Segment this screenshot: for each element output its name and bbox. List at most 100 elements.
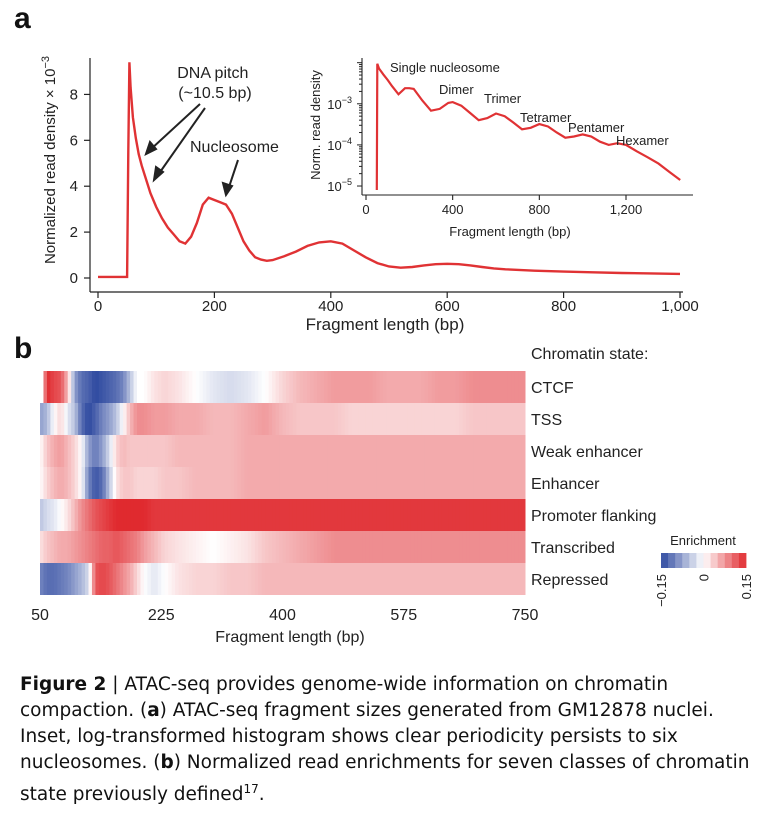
heatmap-cell [251, 531, 256, 563]
heatmap-cell [414, 499, 419, 531]
heatmap-cell [88, 467, 93, 499]
heatmap-cell [150, 435, 155, 467]
heatmap-cell [414, 563, 419, 595]
heatmap-cell [479, 403, 484, 435]
heatmap-cell [53, 435, 58, 467]
heatmap-cell [95, 531, 100, 563]
heatmap-cell [230, 435, 235, 467]
heatmap-cell [247, 371, 252, 403]
heatmap-cell [50, 467, 55, 499]
heatmap-cell [424, 435, 429, 467]
heatmap-cell [57, 531, 62, 563]
heatmap-cell [511, 371, 516, 403]
heatmap-cell [313, 499, 318, 531]
heatmap-cell [362, 499, 367, 531]
heatmap-cell [372, 371, 377, 403]
heatmap-cell [85, 499, 89, 531]
heatmap-cell [473, 499, 477, 531]
heatmap-cell [351, 499, 356, 531]
heatmap-cell [216, 499, 221, 531]
heatmap-cell [272, 467, 277, 499]
heatmap-cell [78, 563, 83, 595]
heatmap-cell [469, 371, 474, 403]
heatmap-cell [327, 531, 332, 563]
heatmap-cell [261, 467, 266, 499]
heatmap-cell [410, 499, 415, 531]
heatmap-cell [220, 499, 225, 531]
heatmap-cell [296, 531, 301, 563]
heatmap-cell [157, 403, 162, 435]
heatmap-cell [504, 499, 509, 531]
heatmap-cell [182, 403, 186, 435]
heatmap-cell [407, 435, 412, 467]
heatmap-cell [407, 531, 412, 563]
heatmap-cell [251, 563, 256, 595]
heatmap-cell [161, 371, 166, 403]
inset-x-tick-label: 1,200 [610, 202, 643, 217]
heatmap-cell [150, 467, 155, 499]
heatmap-cell [476, 403, 481, 435]
heatmap-cell [268, 563, 273, 595]
heatmap-cell [462, 371, 467, 403]
heatmap-cell [126, 499, 131, 531]
heatmap-cell [188, 403, 193, 435]
heatmap-cell [50, 499, 55, 531]
heatmap-x-axis-label: Fragment length (bp) [215, 629, 364, 646]
inset-y-tick-label: 10−4 [327, 136, 352, 153]
heatmap-cell [60, 467, 65, 499]
heatmap-cell [46, 403, 51, 435]
heatmap-row-label: TSS [531, 412, 562, 429]
heatmap-cell [331, 531, 335, 563]
heatmap-cell [459, 531, 464, 563]
heatmap-x-tick-label: 750 [512, 607, 539, 624]
heatmap-cell [448, 467, 453, 499]
heatmap-cell [202, 435, 207, 467]
heatmap-cell [182, 371, 186, 403]
heatmap-cell [372, 435, 377, 467]
heatmap-cell [78, 435, 83, 467]
heatmap-cell [237, 467, 242, 499]
heatmap-cell [213, 563, 218, 595]
heatmap-cell [331, 499, 335, 531]
heatmap-cell [306, 563, 311, 595]
heatmap-cell [310, 371, 315, 403]
heatmap-cell [126, 435, 131, 467]
heatmap-cell [396, 403, 401, 435]
heatmap-cell [518, 563, 523, 595]
heatmap-cell [209, 563, 214, 595]
heatmap-cell [206, 563, 211, 595]
heatmap-cell [466, 435, 471, 467]
heatmap-cell [216, 531, 221, 563]
heatmap-cell [126, 563, 131, 595]
heatmap-cell [400, 371, 405, 403]
heatmap-cell [292, 435, 297, 467]
heatmap-cell [175, 499, 180, 531]
heatmap-cell [50, 531, 55, 563]
heatmap-cell [434, 499, 439, 531]
heatmap-cell [334, 531, 339, 563]
heatmap-cell [67, 435, 72, 467]
heatmap-cell [448, 371, 453, 403]
heatmap-cell [355, 371, 360, 403]
heatmap-cell [188, 435, 193, 467]
heatmap-cell [119, 531, 124, 563]
heatmap-cell [306, 371, 311, 403]
heatmap-cell [182, 467, 186, 499]
heatmap-cell [285, 499, 290, 531]
heatmap-cell [251, 467, 256, 499]
heatmap-cell [344, 499, 349, 531]
heatmap-cell [285, 467, 290, 499]
main-x-tick-label: 600 [435, 298, 460, 315]
main-x-tick-label: 400 [318, 298, 343, 315]
heatmap-cell [240, 435, 245, 467]
heatmap-cell [143, 531, 148, 563]
heatmap-cell [234, 499, 238, 531]
heatmap-cell [64, 563, 69, 595]
heatmap-cell [362, 467, 367, 499]
heatmap-cell [206, 531, 211, 563]
heatmap-cell [379, 499, 384, 531]
heatmap-cell [486, 499, 491, 531]
heatmap-cell [171, 563, 176, 595]
heatmap-cell [258, 371, 263, 403]
heatmap-cell [327, 403, 332, 435]
